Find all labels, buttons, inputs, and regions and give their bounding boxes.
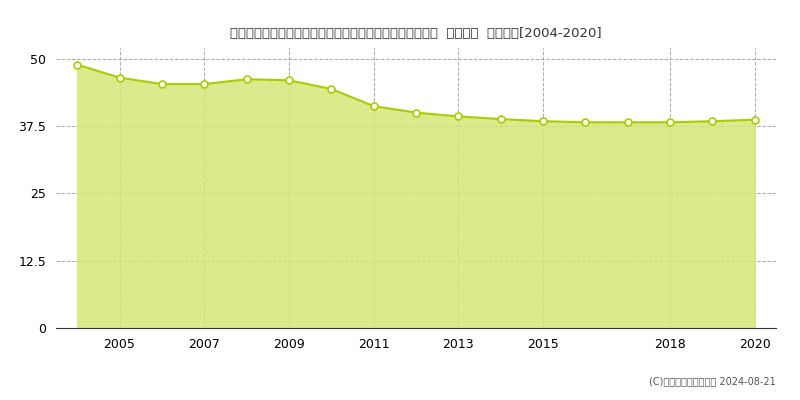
Text: (C)土地価格ドットコム 2024-08-21: (C)土地価格ドットコム 2024-08-21 [650,376,776,386]
Title: 埼玉県さいたま市見沼区大字東新井字海老沼中７４３番２  地価公示  地価推移[2004-2020]: 埼玉県さいたま市見沼区大字東新井字海老沼中７４３番２ 地価公示 地価推移[200… [230,27,602,40]
